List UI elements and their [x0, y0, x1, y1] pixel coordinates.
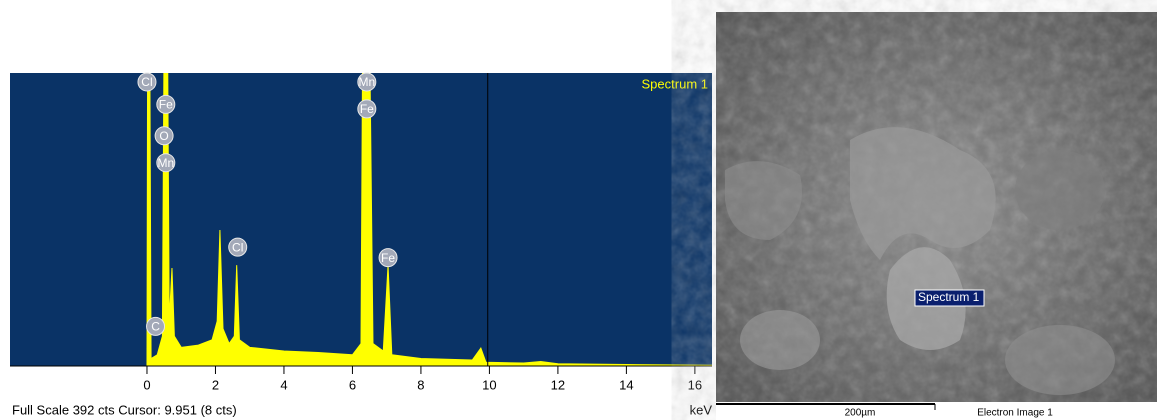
x-axis-label: keV — [690, 402, 713, 417]
x-tick-label: 14 — [619, 377, 633, 392]
peak-label: Mn — [157, 156, 174, 170]
x-tick-label: 4 — [280, 377, 287, 392]
scale-bar-label: 200µm — [845, 408, 876, 419]
x-tick-label: 8 — [417, 377, 424, 392]
peak-label: Mn — [358, 75, 375, 89]
legend: Spectrum 1 — [642, 76, 708, 91]
peak-label: Cl — [141, 75, 152, 89]
peak-label: O — [159, 129, 168, 143]
peak-label: Fe — [360, 102, 374, 116]
peak-label: Fe — [381, 251, 395, 265]
x-tick-label: 6 — [349, 377, 356, 392]
x-tick-label: 10 — [482, 377, 496, 392]
peak-label: Cl — [232, 240, 243, 254]
spectrum-marker: Spectrum 1 — [918, 290, 980, 304]
x-tick-label: 12 — [551, 377, 565, 392]
x-tick-label: 2 — [212, 377, 219, 392]
peak-label: Fe — [159, 98, 173, 112]
sem-feature — [1015, 150, 1105, 230]
status-text: Full Scale 392 cts Cursor: 9.951 (8 cts) — [12, 402, 237, 417]
sem-feature — [740, 310, 820, 370]
x-tick-label: 16 — [688, 377, 702, 392]
peak-label: C — [151, 320, 160, 334]
page: {"chart_data": { "type": "area", "legend… — [0, 0, 1157, 420]
spectrum-plot: Spectrum 1 Cl Fe O Mn C Cl Mn Fe Fe 0 2 4 6 8 10 12 14 16 — [10, 30, 712, 393]
sem-feature — [1005, 325, 1115, 395]
screen: Spectrum 1ClFeOMnCClMnFeFe0246810121416 … — [0, 0, 1157, 420]
x-tick-label: 0 — [143, 377, 150, 392]
image-caption: Electron Image 1 — [977, 408, 1053, 419]
electron-image: Spectrum 1 200µm Electron Image 1 — [716, 12, 1157, 420]
